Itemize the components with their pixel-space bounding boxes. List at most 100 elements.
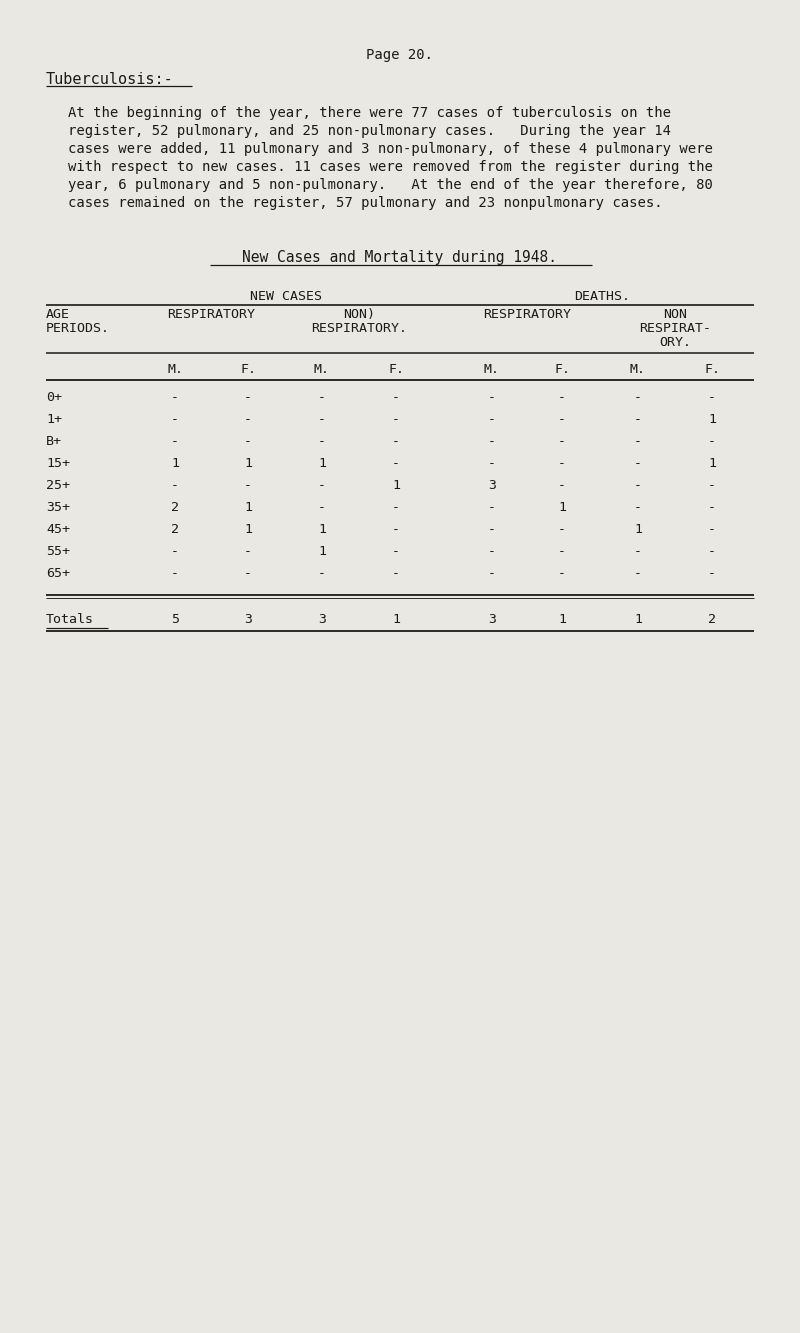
Text: M.: M. bbox=[314, 363, 330, 376]
Text: 2: 2 bbox=[171, 501, 179, 515]
Text: -: - bbox=[558, 457, 566, 471]
Text: -: - bbox=[244, 567, 252, 580]
Text: 1: 1 bbox=[392, 479, 400, 492]
Text: 1: 1 bbox=[171, 457, 179, 471]
Text: 3: 3 bbox=[488, 613, 496, 627]
Text: -: - bbox=[558, 567, 566, 580]
Text: NEW CASES: NEW CASES bbox=[250, 291, 322, 303]
Text: -: - bbox=[392, 501, 400, 515]
Text: 3: 3 bbox=[488, 479, 496, 492]
Text: Totals: Totals bbox=[46, 613, 94, 627]
Text: -: - bbox=[634, 413, 642, 427]
Text: 1: 1 bbox=[244, 457, 252, 471]
Text: -: - bbox=[488, 435, 496, 448]
Text: 25+: 25+ bbox=[46, 479, 70, 492]
Text: New Cases and Mortality during 1948.: New Cases and Mortality during 1948. bbox=[242, 251, 558, 265]
Text: Page 20.: Page 20. bbox=[366, 48, 434, 63]
Text: RESPIRAT-: RESPIRAT- bbox=[639, 323, 711, 335]
Text: Tuberculosis:-: Tuberculosis:- bbox=[46, 72, 174, 87]
Text: 0+: 0+ bbox=[46, 391, 62, 404]
Text: M.: M. bbox=[484, 363, 500, 376]
Text: -: - bbox=[171, 479, 179, 492]
Text: -: - bbox=[634, 457, 642, 471]
Text: -: - bbox=[558, 391, 566, 404]
Text: NON): NON) bbox=[343, 308, 375, 321]
Text: -: - bbox=[488, 567, 496, 580]
Text: 1: 1 bbox=[318, 457, 326, 471]
Text: -: - bbox=[392, 523, 400, 536]
Text: 1: 1 bbox=[244, 523, 252, 536]
Text: -: - bbox=[488, 545, 496, 559]
Text: M.: M. bbox=[630, 363, 646, 376]
Text: register, 52 pulmonary, and 25 non-pulmonary cases.   During the year 14: register, 52 pulmonary, and 25 non-pulmo… bbox=[68, 124, 671, 139]
Text: -: - bbox=[318, 391, 326, 404]
Text: -: - bbox=[708, 479, 716, 492]
Text: 15+: 15+ bbox=[46, 457, 70, 471]
Text: AGE: AGE bbox=[46, 308, 70, 321]
Text: cases were added, 11 pulmonary and 3 non-pulmonary, of these 4 pulmonary were: cases were added, 11 pulmonary and 3 non… bbox=[68, 143, 713, 156]
Text: -: - bbox=[634, 391, 642, 404]
Text: 65+: 65+ bbox=[46, 567, 70, 580]
Text: 2: 2 bbox=[708, 613, 716, 627]
Text: -: - bbox=[392, 567, 400, 580]
Text: -: - bbox=[488, 413, 496, 427]
Text: -: - bbox=[244, 435, 252, 448]
Text: -: - bbox=[244, 391, 252, 404]
Text: 1: 1 bbox=[634, 523, 642, 536]
Text: B+: B+ bbox=[46, 435, 62, 448]
Text: M.: M. bbox=[167, 363, 183, 376]
Text: -: - bbox=[488, 523, 496, 536]
Text: -: - bbox=[488, 501, 496, 515]
Text: -: - bbox=[708, 523, 716, 536]
Text: F.: F. bbox=[240, 363, 256, 376]
Text: RESPIRATORY: RESPIRATORY bbox=[483, 308, 571, 321]
Text: RESPIRATORY.: RESPIRATORY. bbox=[311, 323, 407, 335]
Text: 1: 1 bbox=[318, 523, 326, 536]
Text: -: - bbox=[708, 435, 716, 448]
Text: 1: 1 bbox=[244, 501, 252, 515]
Text: -: - bbox=[634, 545, 642, 559]
Text: 1: 1 bbox=[392, 613, 400, 627]
Text: -: - bbox=[171, 435, 179, 448]
Text: -: - bbox=[244, 479, 252, 492]
Text: 35+: 35+ bbox=[46, 501, 70, 515]
Text: 2: 2 bbox=[171, 523, 179, 536]
Text: -: - bbox=[392, 435, 400, 448]
Text: -: - bbox=[558, 413, 566, 427]
Text: 1: 1 bbox=[708, 457, 716, 471]
Text: year, 6 pulmonary and 5 non-pulmonary.   At the end of the year therefore, 80: year, 6 pulmonary and 5 non-pulmonary. A… bbox=[68, 179, 713, 192]
Text: -: - bbox=[392, 545, 400, 559]
Text: with respect to new cases. 11 cases were removed from the register during the: with respect to new cases. 11 cases were… bbox=[68, 160, 713, 175]
Text: -: - bbox=[318, 501, 326, 515]
Text: -: - bbox=[634, 567, 642, 580]
Text: RESPIRATORY: RESPIRATORY bbox=[167, 308, 255, 321]
Text: PERIODS.: PERIODS. bbox=[46, 323, 110, 335]
Text: -: - bbox=[318, 435, 326, 448]
Text: -: - bbox=[558, 523, 566, 536]
Text: -: - bbox=[634, 501, 642, 515]
Text: 1+: 1+ bbox=[46, 413, 62, 427]
Text: -: - bbox=[171, 545, 179, 559]
Text: -: - bbox=[708, 501, 716, 515]
Text: -: - bbox=[708, 545, 716, 559]
Text: -: - bbox=[558, 435, 566, 448]
Text: 1: 1 bbox=[558, 501, 566, 515]
Text: -: - bbox=[634, 479, 642, 492]
Text: -: - bbox=[558, 479, 566, 492]
Text: 5: 5 bbox=[171, 613, 179, 627]
Text: 1: 1 bbox=[318, 545, 326, 559]
Text: -: - bbox=[318, 413, 326, 427]
Text: 3: 3 bbox=[318, 613, 326, 627]
Text: -: - bbox=[244, 545, 252, 559]
Text: 1: 1 bbox=[558, 613, 566, 627]
Text: F.: F. bbox=[554, 363, 570, 376]
Text: -: - bbox=[708, 567, 716, 580]
Text: -: - bbox=[488, 457, 496, 471]
Text: -: - bbox=[171, 567, 179, 580]
Text: -: - bbox=[392, 457, 400, 471]
Text: F.: F. bbox=[388, 363, 404, 376]
Text: At the beginning of the year, there were 77 cases of tuberculosis on the: At the beginning of the year, there were… bbox=[68, 107, 671, 120]
Text: -: - bbox=[171, 391, 179, 404]
Text: -: - bbox=[488, 391, 496, 404]
Text: -: - bbox=[558, 545, 566, 559]
